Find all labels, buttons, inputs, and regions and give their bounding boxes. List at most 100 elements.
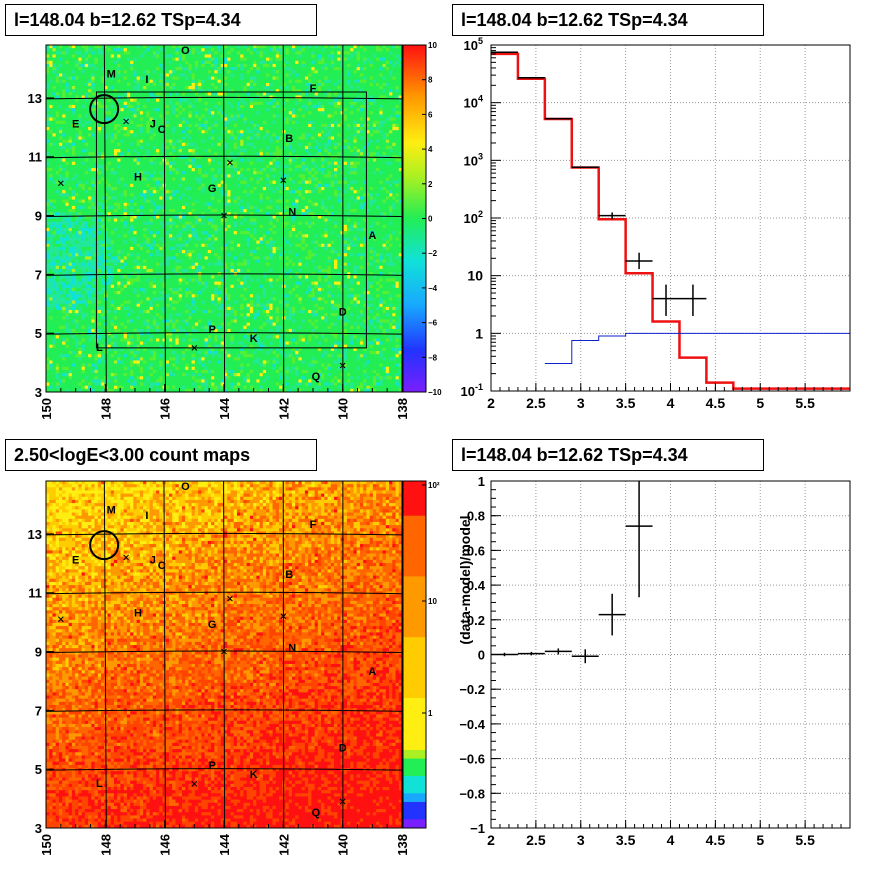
heatmap-cell <box>139 51 144 55</box>
heatmap-cell <box>282 45 286 49</box>
heatmap-cell <box>113 48 118 52</box>
heatmap-cell <box>317 86 322 90</box>
heatmap-cell <box>81 104 86 109</box>
heatmap-cell <box>201 130 205 134</box>
heatmap-cell <box>253 152 257 156</box>
heatmap-cell <box>337 70 341 74</box>
heatmap-cell <box>181 120 186 125</box>
heatmap-cell <box>181 114 186 118</box>
heatmap-cell <box>266 111 270 115</box>
heatmap-cell <box>117 180 121 185</box>
heatmap-cell <box>126 45 131 49</box>
heatmap-cell <box>49 133 53 137</box>
heatmap-cell <box>279 79 283 84</box>
heatmap-cell <box>272 155 277 159</box>
heatmap-cell <box>266 155 270 159</box>
heatmap-cell <box>159 127 163 131</box>
heatmap-cell <box>52 152 57 156</box>
heatmap-cell <box>285 117 290 122</box>
heatmap-cell <box>71 54 76 59</box>
heatmap-cell <box>382 101 387 106</box>
heatmap-cell <box>46 149 50 153</box>
heatmap-cell <box>143 127 147 131</box>
heatmap-cell <box>191 70 196 74</box>
heatmap-cell <box>46 152 50 156</box>
heatmap-cell <box>308 54 312 59</box>
heatmap-cell <box>317 79 322 84</box>
heatmap-cell <box>321 54 325 59</box>
heatmap-cell <box>104 161 108 166</box>
heatmap-cell <box>389 45 393 49</box>
heatmap-cell <box>266 164 270 169</box>
heatmap-cell <box>204 123 209 128</box>
heatmap-cell <box>346 48 351 52</box>
heatmap-cell <box>113 130 118 134</box>
heatmap-cell <box>246 183 251 188</box>
heatmap-cell <box>262 92 267 96</box>
heatmap-cell <box>201 133 205 137</box>
heatmap-cell <box>259 177 264 182</box>
heatmap-cell <box>143 98 147 103</box>
heatmap-cell <box>91 183 95 188</box>
heatmap-cell <box>314 60 319 65</box>
heatmap-cell <box>178 92 183 96</box>
heatmap-cell <box>136 174 141 178</box>
heatmap-cell <box>165 123 170 128</box>
heatmap-cell <box>385 114 390 118</box>
heatmap-cell <box>49 79 53 84</box>
heatmap-cell <box>230 149 235 153</box>
heatmap-cell <box>398 171 403 175</box>
heatmap-cell <box>201 149 205 153</box>
heatmap-cell <box>243 155 248 159</box>
heatmap-cell <box>327 101 332 106</box>
heatmap-cell <box>350 63 354 68</box>
heatmap-cell <box>236 51 241 55</box>
heatmap-cell <box>126 174 131 178</box>
heatmap-cell <box>346 89 351 93</box>
heatmap-cell <box>372 149 377 153</box>
heatmap-cell <box>227 101 231 106</box>
heatmap-cell <box>97 177 102 182</box>
heatmap-cell <box>201 104 205 109</box>
heatmap-cell <box>279 86 283 90</box>
heatmap-cell <box>379 51 383 55</box>
heatmap-cell <box>71 123 76 128</box>
heatmap-cell <box>113 60 118 65</box>
heatmap-cell <box>246 164 251 169</box>
heatmap-cell <box>136 186 141 191</box>
heatmap-cell <box>46 168 50 172</box>
heatmap-cell <box>227 82 231 87</box>
heatmap-cell <box>75 101 79 106</box>
heatmap-cell <box>220 73 225 77</box>
heatmap-cell <box>298 120 303 125</box>
heatmap-cell <box>346 73 351 77</box>
heatmap-cell <box>385 101 390 106</box>
heatmap-cell <box>62 186 66 191</box>
heatmap-cell <box>308 114 312 118</box>
heatmap-cell <box>337 123 341 128</box>
heatmap-cell <box>291 120 296 125</box>
heatmap-cell <box>159 177 163 182</box>
heatmap-cell <box>110 120 115 125</box>
heatmap-cell <box>191 177 196 182</box>
heatmap-cell <box>295 145 299 150</box>
heatmap-cell <box>58 177 63 182</box>
heatmap-cell <box>136 120 141 125</box>
heatmap-cell <box>243 171 248 175</box>
heatmap-cell <box>81 174 86 178</box>
heatmap-cell <box>175 86 180 90</box>
heatmap-cell <box>314 89 319 93</box>
heatmap-cell <box>146 145 150 150</box>
heatmap-cell <box>376 133 380 137</box>
heatmap-cell <box>308 149 312 153</box>
heatmap-cell <box>236 89 241 93</box>
heatmap-cell <box>152 123 157 128</box>
heatmap-cell <box>298 127 303 131</box>
heatmap-cell <box>398 164 403 169</box>
heatmap-cell <box>291 45 296 49</box>
heatmap-cell <box>363 120 367 125</box>
heatmap-cell <box>136 139 141 144</box>
heatmap-cell <box>363 168 367 172</box>
heatmap-cell <box>224 63 228 68</box>
heatmap-cell <box>130 142 134 147</box>
